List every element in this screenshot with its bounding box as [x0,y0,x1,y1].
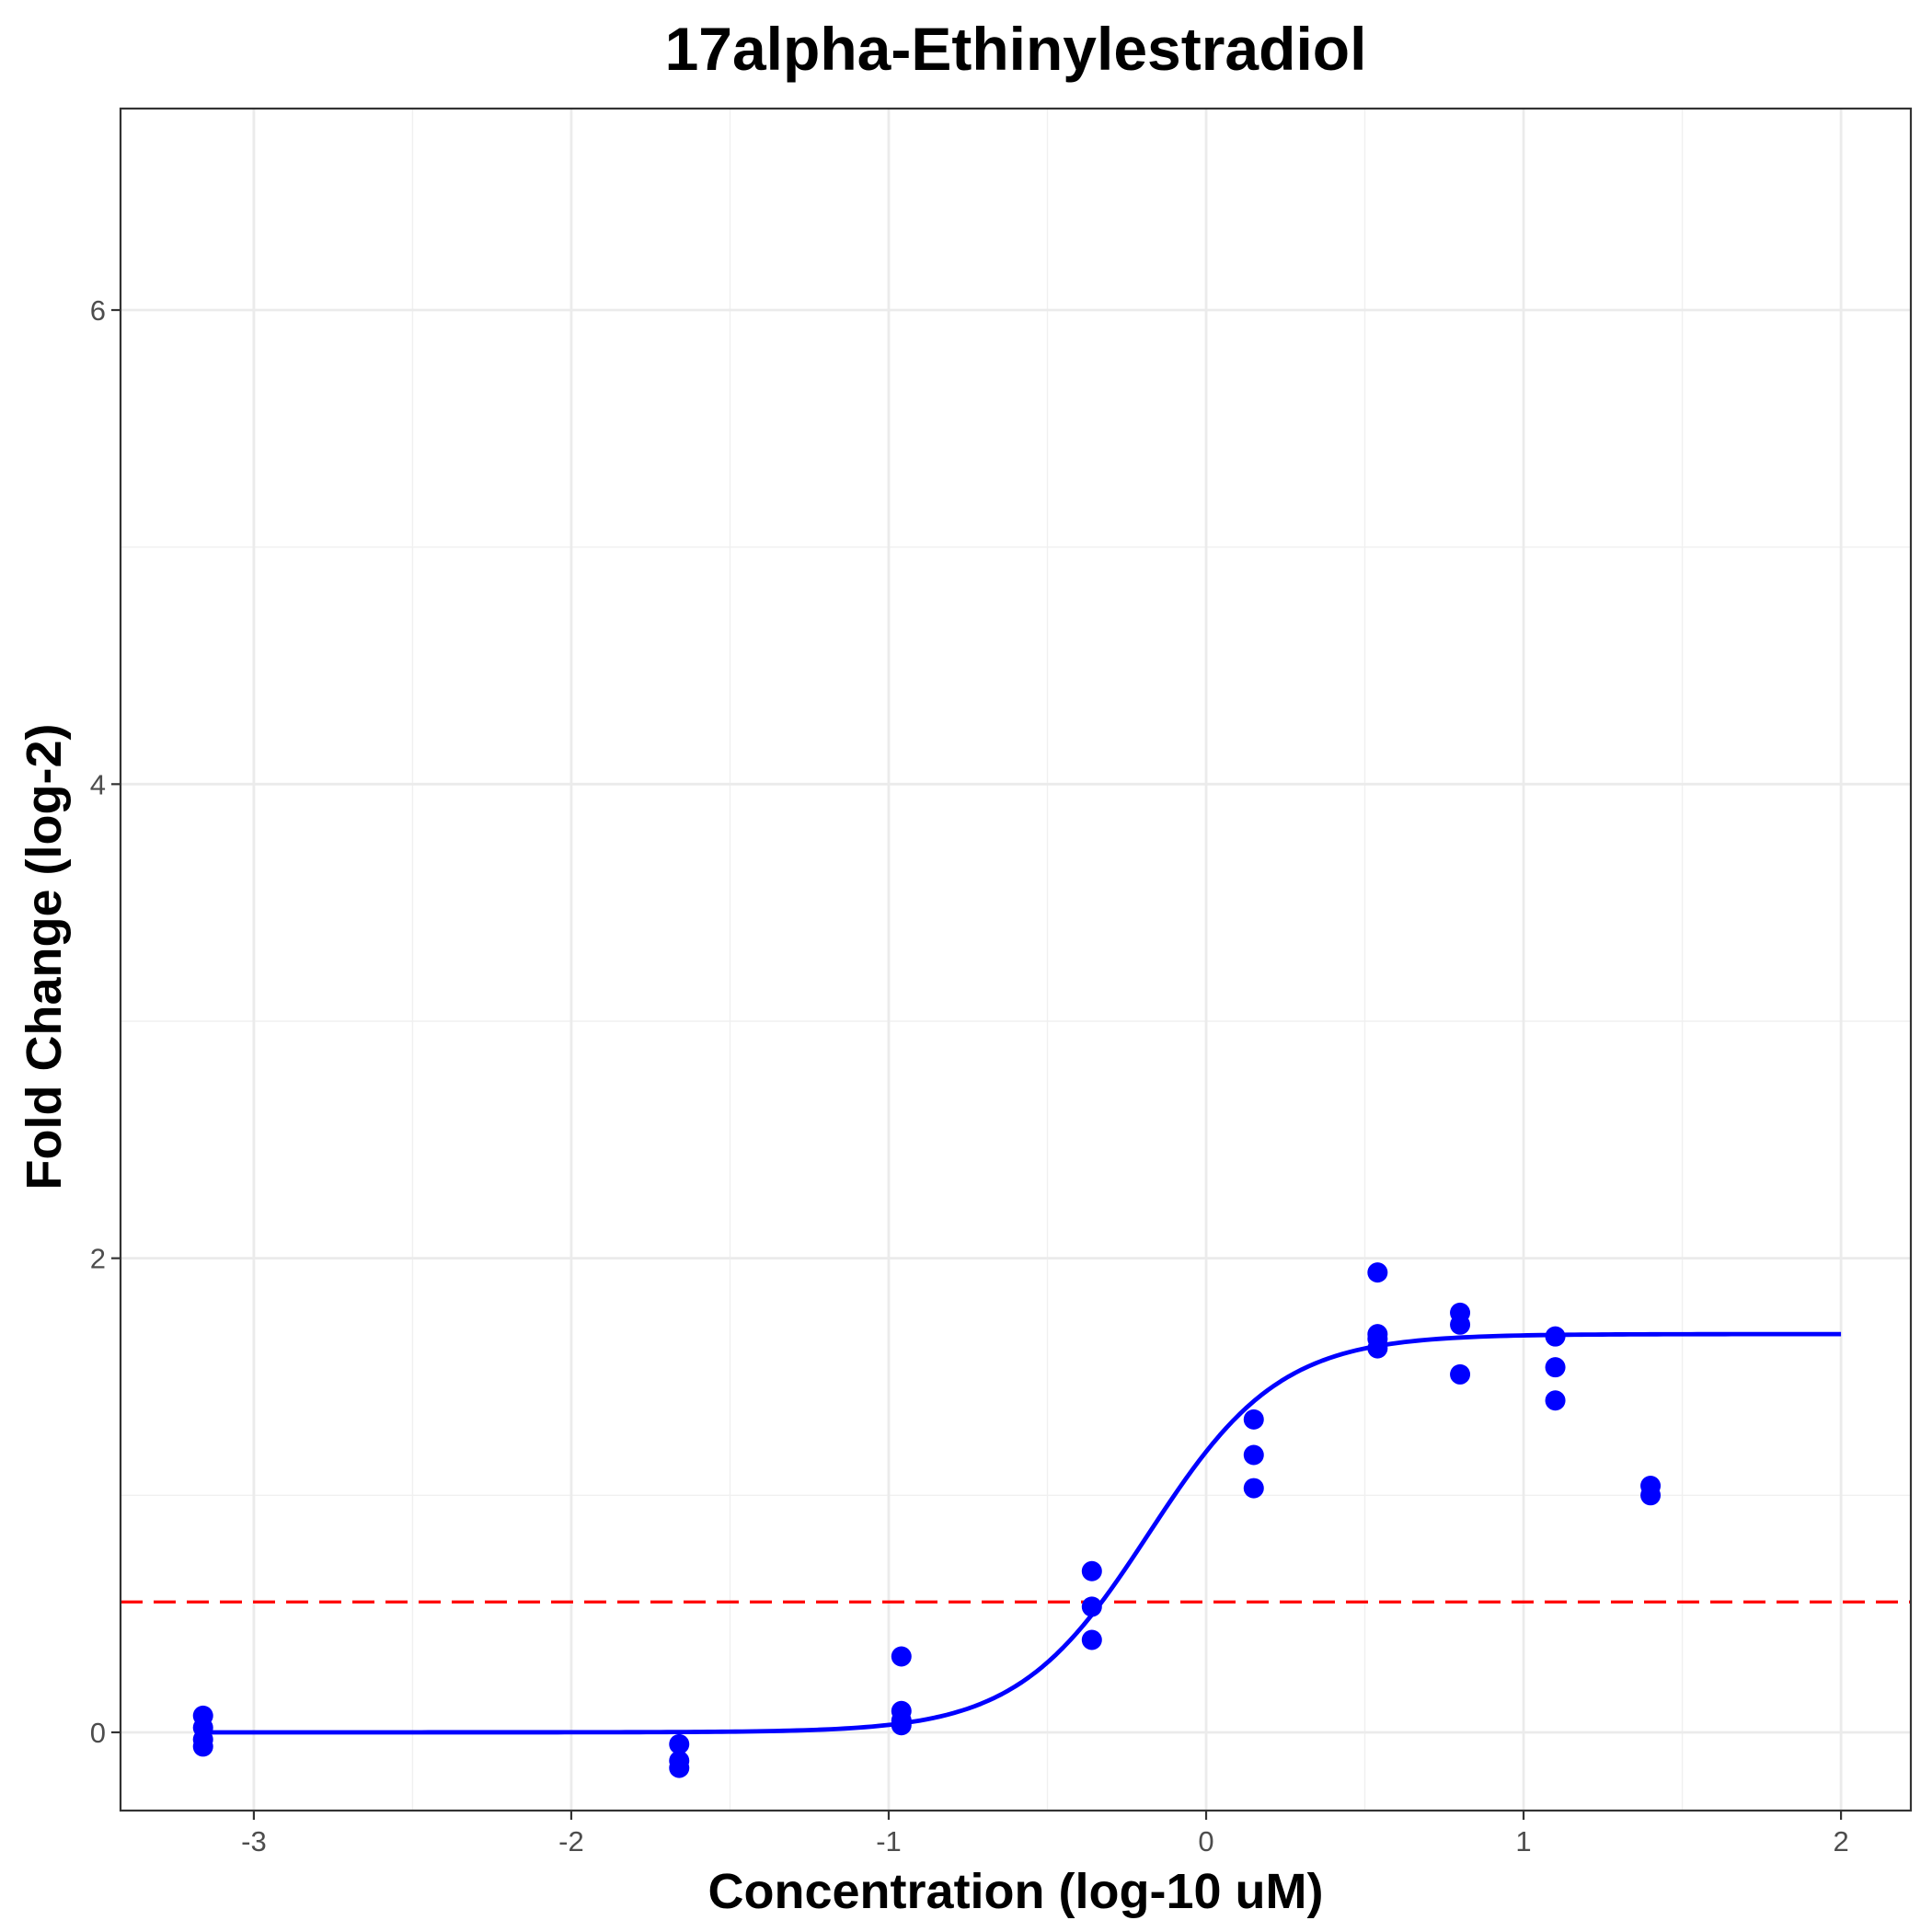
y-tick-label: 0 [90,1717,106,1749]
fit-curve [202,1331,1842,1735]
data-point [891,1646,912,1667]
data-point [192,1736,213,1757]
data-point [669,1757,690,1778]
data-point [1081,1596,1102,1617]
data-point [1081,1560,1102,1581]
data-point [1367,1338,1388,1359]
chart-title: 17alpha-Ethinylestradiol [665,15,1367,83]
panel-border [119,107,1913,1812]
data-point [1545,1390,1566,1411]
y-tick-label: 4 [90,768,106,800]
x-axis-title: Concentration (log-10 uM) [708,1864,1324,1919]
axis-ticks [111,308,1843,1820]
data-point [1081,1629,1102,1650]
x-tick-label: -2 [558,1825,584,1857]
x-tick-label: -1 [876,1825,902,1857]
x-tick-label: 0 [1198,1825,1213,1857]
x-tick-label: 2 [1833,1825,1848,1857]
data-point [1545,1326,1566,1347]
data-point [1545,1357,1566,1378]
data-point [1640,1485,1662,1506]
minor-gridlines [121,109,1911,1811]
tick-labels: -3 -2 -1 0 1 2 0 2 4 6 [90,294,1849,1857]
major-gridlines [121,109,1911,1811]
y-axis-title: Fold Change (log-2) [17,724,72,1190]
data-point [1367,1262,1388,1283]
x-tick-label: 1 [1515,1825,1531,1857]
fit-curve-line [202,1331,1842,1735]
data-point [891,1715,912,1736]
data-point [1450,1314,1471,1335]
data-point [669,1733,690,1754]
y-tick-label: 2 [90,1243,106,1275]
y-tick-label: 6 [90,294,106,327]
data-points [192,1262,1662,1778]
data-point [1243,1444,1264,1466]
data-point [1243,1478,1264,1499]
data-point [1450,1363,1471,1385]
data-point [1243,1409,1264,1430]
x-tick-label: -3 [241,1825,267,1857]
